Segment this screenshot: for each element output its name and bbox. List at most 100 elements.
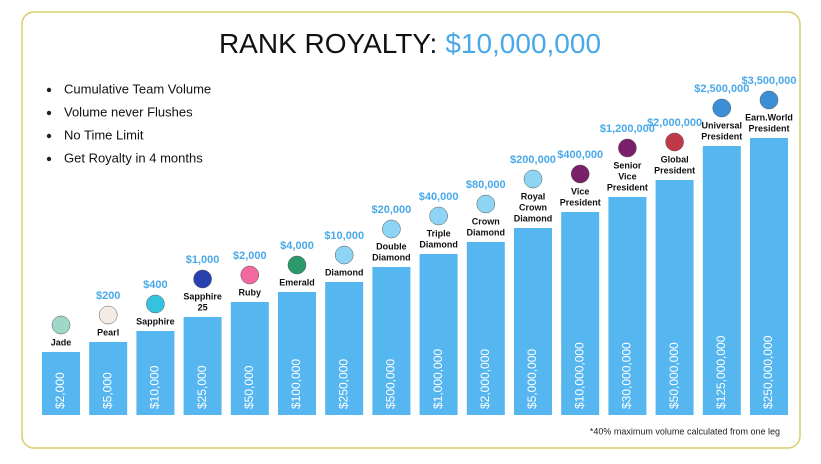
footnote: *40% maximum volume calculated from one … — [590, 426, 780, 436]
rank-name: Sapphire — [136, 316, 175, 326]
volume-label: $125,000,000 — [714, 335, 728, 409]
rank-name: Royal — [521, 191, 546, 201]
bullet-dot — [46, 87, 52, 93]
rank-icon — [193, 269, 212, 289]
title: RANK ROYALTY: $10,000,000 — [219, 28, 601, 59]
volume-label: $5,000 — [100, 372, 114, 409]
rank-icon — [51, 315, 71, 335]
volume-label: $5,000,000 — [525, 349, 539, 409]
rank-name: Emerald — [279, 277, 315, 287]
rank-icon — [429, 206, 448, 226]
bar — [561, 212, 600, 415]
bonus-label: $200,000 — [510, 154, 556, 166]
rank-name: Double — [376, 241, 407, 251]
rank-name: Diamond — [419, 239, 458, 249]
rank-name: Ruby — [239, 287, 262, 297]
volume-label: $2,000 — [53, 372, 67, 409]
volume-label: $25,000 — [195, 365, 209, 409]
bonus-label: $4,000 — [280, 240, 314, 252]
bar — [419, 254, 458, 415]
bullet-text: No Time Limit — [64, 127, 144, 142]
rank-name: Sapphire — [183, 291, 222, 301]
rank-icon — [618, 138, 637, 158]
rank-icon — [287, 255, 307, 275]
bonus-label: $1,000 — [186, 254, 220, 266]
rank-icon — [523, 169, 543, 189]
rank-name: Diamond — [514, 213, 553, 223]
bar — [278, 292, 316, 415]
bullet-dot — [46, 156, 52, 162]
title-text: RANK ROYALTY: — [219, 28, 437, 59]
rank-icon — [570, 164, 590, 184]
rank-icon — [759, 90, 779, 110]
rank-name: Diamond — [467, 227, 506, 237]
rank-name: Universal — [702, 120, 743, 130]
bar — [655, 180, 694, 415]
title-amount: $10,000,000 — [445, 28, 601, 59]
bar — [372, 267, 411, 415]
rank-name: Jade — [51, 337, 72, 347]
bonus-label: $20,000 — [372, 204, 412, 216]
rank-name: President — [701, 131, 742, 141]
bonus-label: $10,000 — [324, 230, 364, 242]
rank-name: Senior — [613, 160, 642, 170]
rank-name: Vice — [618, 171, 636, 181]
bullet-text: Get Royalty in 4 months — [64, 150, 203, 165]
rank-name: Diamond — [372, 252, 411, 262]
bonus-label: $80,000 — [466, 179, 506, 191]
volume-label: $100,000 — [289, 359, 303, 409]
bar — [325, 282, 364, 415]
rank-name: Global — [661, 154, 689, 164]
volume-label: $10,000 — [148, 365, 162, 409]
volume-label: $250,000,000 — [761, 335, 775, 409]
rank-name: Pearl — [97, 327, 119, 337]
rank-name: 25 — [198, 302, 208, 312]
bonus-label: $3,500,000 — [741, 75, 796, 87]
bonus-label: $2,500,000 — [694, 83, 749, 95]
rank-icon — [712, 98, 732, 118]
bullet-dot — [46, 133, 52, 139]
bullet-text: Volume never Flushes — [64, 104, 193, 119]
rank-name: Crown — [472, 216, 500, 226]
rank-icon — [334, 245, 354, 265]
rank-name: Earn.World — [745, 112, 793, 122]
bonus-label: $40,000 — [419, 191, 459, 203]
bonus-label: $400,000 — [557, 149, 603, 161]
volume-label: $10,000,000 — [572, 342, 586, 409]
bar — [183, 317, 222, 415]
rank-name: Crown — [519, 202, 547, 212]
rank-icon — [240, 265, 260, 285]
rank-name: Triple — [427, 228, 451, 238]
bonus-label: $1,200,000 — [600, 123, 655, 135]
bullet-dot — [46, 110, 52, 116]
rank-icon — [476, 194, 496, 214]
bar — [136, 331, 175, 415]
bar — [750, 138, 788, 415]
volume-label: $1,000,000 — [431, 349, 445, 409]
rank-name: President — [607, 182, 648, 192]
rank-icon — [146, 294, 165, 314]
volume-label: $30,000,000 — [620, 342, 634, 409]
rank-name: President — [748, 123, 789, 133]
bar — [608, 197, 647, 415]
bar — [702, 146, 741, 415]
rank-name: President — [654, 165, 695, 175]
rank-icon — [665, 132, 684, 152]
bar — [514, 228, 552, 415]
volume-label: $50,000,000 — [667, 342, 681, 409]
volume-label: $2,000,000 — [478, 349, 492, 409]
rank-icon — [98, 305, 118, 325]
bar — [230, 302, 269, 415]
volume-label: $250,000 — [336, 359, 350, 409]
volume-label: $50,000 — [242, 365, 256, 409]
bar — [89, 342, 128, 415]
bonus-label: $200 — [96, 290, 120, 302]
bonus-label: $2,000 — [233, 250, 267, 262]
bar — [466, 242, 505, 415]
volume-label: $500,000 — [384, 359, 398, 409]
bonus-label: $400 — [143, 279, 167, 291]
bonus-label: $2,000,000 — [647, 117, 702, 129]
bullet-text: Cumulative Team Volume — [64, 81, 211, 96]
